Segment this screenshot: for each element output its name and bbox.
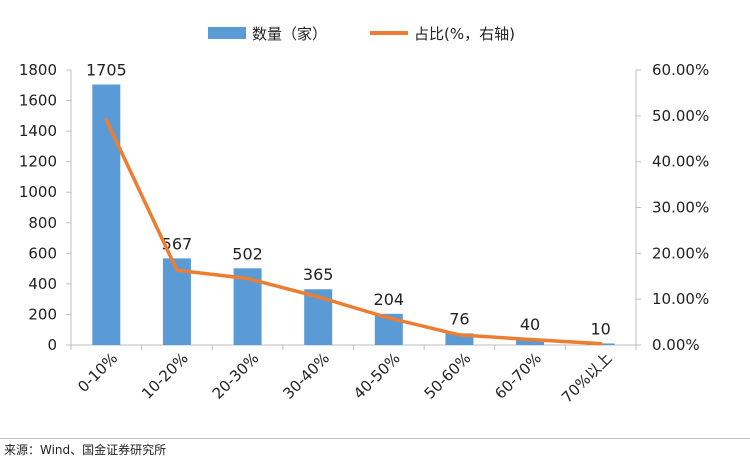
legend-line-label: 占比(%，右轴) xyxy=(414,25,515,43)
source-note: 来源：Wind、国金证券研究所 xyxy=(4,443,167,457)
left-axis-tick-label: 0 xyxy=(47,336,57,354)
left-axis-tick-label: 1000 xyxy=(19,183,57,201)
left-axis-tick-label: 1600 xyxy=(19,92,57,110)
legend-bar-swatch xyxy=(208,27,246,39)
x-axis-category-label: 20-30% xyxy=(209,349,263,403)
share-line xyxy=(104,118,603,346)
bar-data-label: 40 xyxy=(520,315,540,334)
bar-data-label: 365 xyxy=(303,265,334,284)
right-axis-tick-label: 40.00% xyxy=(652,153,709,171)
left-axis-tick-label: 1200 xyxy=(19,153,57,171)
right-axis-tick-label: 20.00% xyxy=(652,244,709,262)
x-axis-category-label: 40-50% xyxy=(350,349,404,403)
bar xyxy=(92,84,121,345)
bar-data-label: 76 xyxy=(449,309,469,328)
bar-data-label: 567 xyxy=(162,234,193,253)
right-axis-tick-label: 60.00% xyxy=(652,61,709,79)
bar-data-label: 204 xyxy=(374,290,405,309)
left-axis-tick-label: 1400 xyxy=(19,122,57,140)
left-axis-tick-label: 1800 xyxy=(19,61,57,79)
left-axis-tick-label: 400 xyxy=(28,275,57,293)
bar-data-label: 502 xyxy=(232,244,263,263)
x-axis-category-label: 0-10% xyxy=(74,349,121,396)
source-divider xyxy=(0,438,750,439)
right-axis-tick-label: 10.00% xyxy=(652,290,709,308)
right-axis-tick-label: 50.00% xyxy=(652,107,709,125)
left-axis-tick-label: 600 xyxy=(28,244,57,262)
bar-data-label: 1705 xyxy=(86,61,127,80)
right-axis-tick-label: 30.00% xyxy=(652,199,709,217)
x-axis-category-label: 70%以上 xyxy=(558,349,616,407)
left-axis-tick-label: 200 xyxy=(28,305,57,323)
x-axis-category-label: 50-60% xyxy=(421,349,475,403)
x-axis-category-label: 60-70% xyxy=(491,349,545,403)
right-axis-tick-label: 0.00% xyxy=(652,336,700,354)
legend-bar-label: 数量（家） xyxy=(252,25,327,43)
left-axis-tick-label: 800 xyxy=(28,214,57,232)
bar xyxy=(516,338,545,345)
chart: 0 200 400 600 800 1000 1200 1400 1600 1800 0.00% 10… xyxy=(19,25,709,407)
x-axis-category-label: 30-40% xyxy=(279,349,333,403)
bar xyxy=(445,333,474,345)
x-axis-category-label: 10-20% xyxy=(138,349,192,403)
bar-data-label: 10 xyxy=(591,319,611,338)
